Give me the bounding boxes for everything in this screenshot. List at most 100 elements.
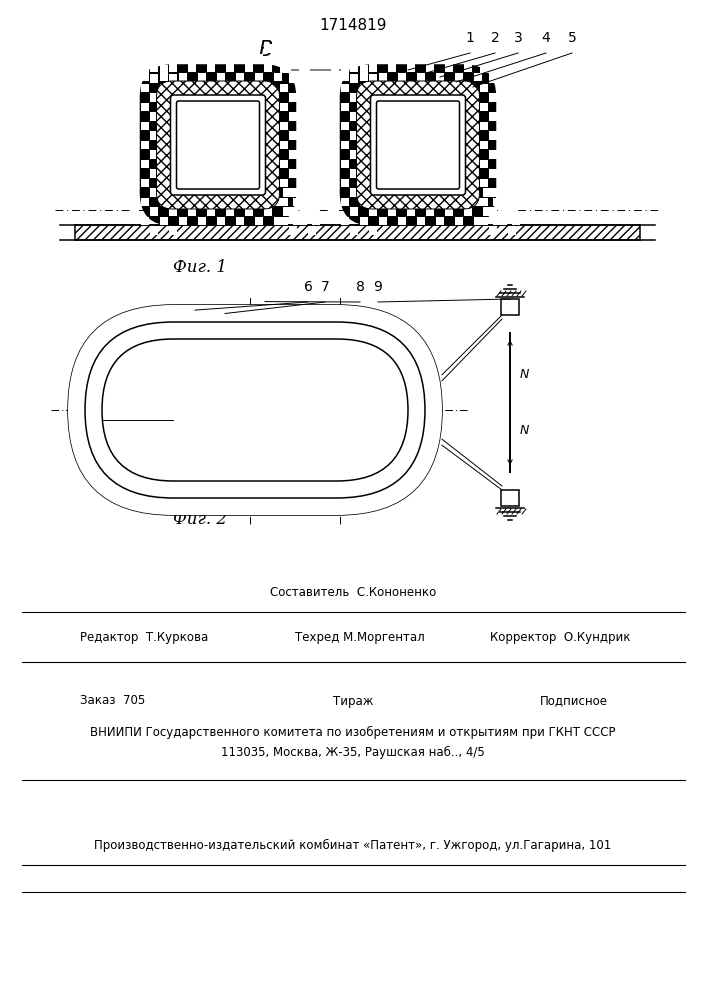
Bar: [479, 122, 488, 130]
Bar: [350, 63, 358, 72]
Bar: [279, 65, 288, 73]
Bar: [283, 44, 291, 52]
Text: Фиг. 1: Фиг. 1: [173, 258, 227, 275]
Bar: [216, 54, 225, 62]
Bar: [502, 188, 510, 196]
Bar: [141, 103, 149, 111]
Bar: [445, 44, 453, 52]
Bar: [289, 188, 298, 196]
Bar: [455, 73, 463, 81]
Bar: [207, 63, 216, 72]
Bar: [178, 73, 187, 81]
Bar: [293, 198, 301, 206]
Bar: [289, 55, 298, 64]
Text: 4: 4: [542, 31, 550, 45]
Bar: [489, 93, 497, 102]
Bar: [350, 188, 358, 196]
Bar: [511, 54, 520, 62]
Bar: [359, 73, 368, 81]
Bar: [498, 122, 507, 130]
Bar: [216, 73, 225, 81]
Bar: [479, 160, 488, 168]
Bar: [455, 198, 463, 206]
Bar: [298, 65, 307, 73]
Bar: [264, 207, 272, 216]
Bar: [350, 93, 358, 102]
Bar: [178, 198, 187, 206]
FancyBboxPatch shape: [68, 305, 442, 515]
Bar: [308, 150, 316, 158]
Bar: [341, 217, 349, 225]
Text: N: N: [520, 368, 530, 381]
Bar: [298, 141, 307, 149]
Bar: [312, 217, 320, 225]
Text: Подписное: Подписное: [540, 694, 608, 708]
Bar: [150, 169, 158, 178]
Text: Заказ  705: Заказ 705: [80, 694, 145, 708]
Bar: [141, 122, 149, 130]
Bar: [264, 63, 272, 72]
Bar: [150, 112, 158, 120]
Bar: [489, 226, 497, 234]
Bar: [298, 160, 307, 168]
Bar: [378, 54, 387, 62]
FancyBboxPatch shape: [85, 322, 425, 498]
Text: 2: 2: [491, 31, 499, 45]
Bar: [302, 44, 310, 52]
Bar: [341, 65, 349, 73]
Bar: [279, 198, 288, 206]
Bar: [426, 44, 434, 52]
Bar: [341, 122, 349, 130]
FancyBboxPatch shape: [141, 65, 296, 225]
Bar: [279, 217, 288, 225]
Bar: [131, 63, 139, 72]
FancyBboxPatch shape: [356, 81, 479, 209]
Bar: [359, 198, 368, 206]
Bar: [426, 63, 434, 72]
Bar: [397, 54, 406, 62]
Bar: [508, 93, 516, 102]
Bar: [369, 207, 378, 216]
FancyBboxPatch shape: [341, 65, 496, 225]
Bar: [302, 207, 310, 216]
Bar: [169, 207, 177, 216]
Bar: [498, 217, 507, 225]
Bar: [169, 188, 177, 196]
Bar: [226, 44, 234, 52]
Bar: [359, 179, 368, 187]
Bar: [216, 217, 225, 225]
FancyBboxPatch shape: [141, 65, 296, 225]
Bar: [426, 207, 434, 216]
Bar: [341, 217, 349, 225]
Bar: [150, 150, 158, 158]
Bar: [312, 54, 320, 62]
Bar: [226, 207, 234, 216]
Bar: [341, 160, 349, 168]
Bar: [298, 46, 307, 54]
Bar: [479, 179, 488, 187]
Bar: [216, 198, 225, 206]
Bar: [511, 198, 520, 206]
Bar: [160, 179, 168, 187]
Bar: [308, 207, 316, 216]
Text: 1714819: 1714819: [320, 17, 387, 32]
Bar: [502, 44, 510, 52]
Bar: [479, 65, 488, 73]
Bar: [235, 217, 244, 225]
Bar: [289, 112, 298, 120]
Bar: [160, 122, 168, 130]
Text: Составитель  С.Кононенко: Составитель С.Кононенко: [270, 585, 436, 598]
Bar: [341, 54, 349, 62]
Bar: [298, 122, 307, 130]
Bar: [455, 54, 463, 62]
Bar: [369, 150, 378, 158]
Bar: [341, 84, 349, 92]
Bar: [350, 112, 358, 120]
Bar: [359, 103, 368, 111]
Bar: [369, 55, 378, 64]
Bar: [388, 44, 397, 52]
Bar: [436, 198, 444, 206]
Bar: [508, 112, 516, 120]
Bar: [308, 188, 316, 196]
Bar: [279, 179, 288, 187]
